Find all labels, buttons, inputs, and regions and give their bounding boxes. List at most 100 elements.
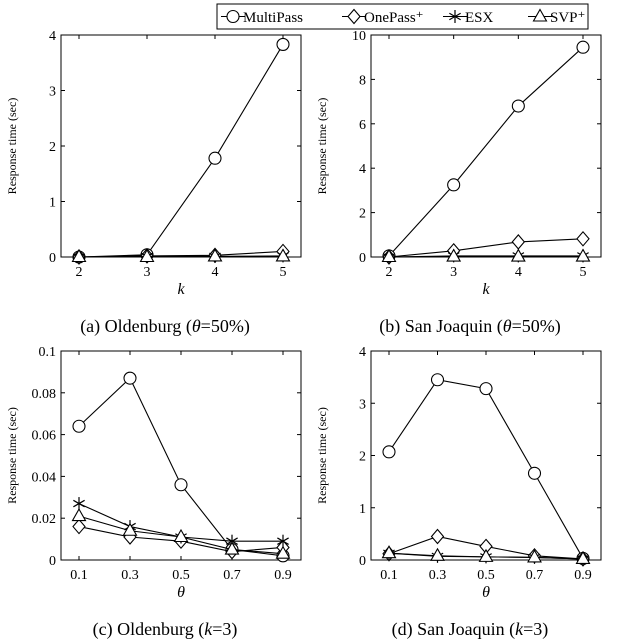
y-tick-label: 0.08	[32, 387, 57, 402]
x-tick-label: 0.3	[121, 568, 139, 583]
y-axis-label: Response time (sec)	[5, 407, 19, 504]
y-tick-label: 0.02	[32, 512, 57, 527]
chart-panel: 0 0.02 0.04 0.06 0.08 0.1 0.1 0.3 0.5 0.7 0.9 θ Resp…	[5, 345, 302, 640]
x-axis-label: k	[177, 281, 185, 298]
data-point	[71, 507, 87, 522]
asterisk-marker-stroke	[449, 12, 461, 21]
data-point	[447, 178, 461, 192]
y-tick-label: 8	[359, 73, 366, 88]
data-point	[446, 248, 462, 262]
y-tick-label: 0.04	[32, 470, 57, 485]
data-point	[224, 541, 240, 555]
caption-suffix: =50%)	[201, 316, 250, 337]
y-tick-label: 4	[359, 162, 366, 177]
x-tick-label: 0.9	[274, 568, 292, 583]
data-point	[479, 382, 493, 396]
series-svp	[381, 545, 591, 565]
data-point	[139, 248, 155, 263]
data-point	[173, 528, 189, 543]
caption-prefix: (c) Oldenburg (	[93, 619, 205, 640]
legend-entry: SVP⁺	[528, 8, 585, 26]
legend-entry: OnePass⁺	[342, 8, 424, 26]
x-tick-label: 4	[212, 265, 219, 280]
series-multipass	[382, 373, 590, 565]
caption-suffix: =3)	[523, 619, 548, 640]
legend-entry: MultiPass	[221, 9, 303, 26]
series-onepass	[72, 243, 290, 265]
data-point	[576, 230, 590, 247]
legend-label: MultiPass	[243, 10, 303, 26]
series-svp	[381, 248, 591, 263]
x-tick-label: 3	[144, 265, 151, 280]
data-point	[71, 248, 87, 263]
x-tick-label: 0.1	[70, 568, 88, 583]
series-svp	[71, 248, 291, 263]
series-multipass	[72, 37, 290, 264]
asterisk-marker	[449, 10, 461, 23]
data-point-stroke	[73, 499, 85, 508]
data-point	[275, 545, 291, 559]
legend-label: OnePass⁺	[364, 10, 424, 26]
x-axis-label: k	[482, 281, 490, 298]
data-point	[382, 445, 396, 459]
data-point-stroke	[277, 537, 289, 545]
legend-box	[216, 3, 589, 30]
y-tick-label: 3	[49, 85, 56, 100]
circle-marker	[226, 9, 240, 24]
data-point	[275, 248, 291, 262]
caption-prefix: (b) San Joaquin (	[379, 316, 502, 337]
x-tick-label: 5	[280, 265, 287, 280]
diamond-marker	[347, 8, 361, 25]
caption-prefix: (d) San Joaquin (	[392, 619, 515, 640]
legend-entry: ESX	[443, 10, 494, 26]
y-axis-label: Response time (sec)	[5, 98, 19, 195]
data-point	[174, 478, 188, 492]
data-point	[576, 40, 590, 54]
chart-panel: 0 2 4 6 8 10 2 3 4 5 k Response time (sec) (b) San J…	[315, 29, 602, 337]
data-point	[527, 549, 542, 563]
x-tick-label: 0.5	[172, 568, 190, 583]
chart-panel: 0 1 2 3 4 0.1 0.3 0.5 0.7 0.9 θ Response time (sec)…	[315, 345, 602, 640]
legend: MultiPass OnePass⁺ ESX SVP⁺	[216, 3, 589, 30]
x-tick-label: 2	[386, 265, 393, 280]
triangle-marker	[532, 8, 548, 22]
y-tick-label: 10	[352, 29, 366, 44]
data-point-stroke	[226, 537, 238, 545]
caption-prefix: (a) Oldenburg (	[80, 316, 192, 337]
data-point	[575, 550, 591, 565]
y-tick-label: 4	[49, 29, 56, 44]
data-point	[73, 497, 85, 511]
data-point	[123, 371, 137, 385]
plot-frame	[60, 350, 302, 561]
x-tick-label: 0.3	[429, 568, 447, 583]
y-tick-label: 2	[49, 140, 56, 155]
series-line	[388, 46, 584, 257]
data-point	[381, 545, 397, 559]
y-axis-label: Response time (sec)	[315, 407, 329, 504]
x-tick-label: 0.1	[380, 568, 398, 583]
panel-caption: (c) Oldenburg (k=3)	[93, 619, 238, 640]
chart-panel: 0 1 2 3 4 2 3 4 5 k Response time (sec) (a) Oldenbu…	[5, 29, 302, 337]
y-tick-label: 6	[359, 118, 366, 133]
y-tick-label: 0	[359, 554, 366, 569]
x-tick-label: 5	[580, 265, 587, 280]
x-tick-label: 0.5	[477, 568, 495, 583]
y-tick-label: 0.06	[32, 429, 57, 444]
y-tick-label: 0	[359, 251, 366, 266]
data-point	[277, 534, 289, 548]
data-point	[510, 248, 526, 262]
x-tick-label: 0.7	[223, 568, 241, 583]
data-point	[122, 522, 138, 536]
y-tick-label: 0	[49, 251, 56, 266]
series-onepass	[382, 230, 590, 265]
y-tick-label: 2	[359, 207, 366, 222]
panel-caption: (b) San Joaquin (θ=50%)	[379, 316, 560, 337]
caption-symbol: k	[515, 619, 524, 639]
x-tick-label: 2	[76, 265, 83, 280]
caption-symbol: θ	[192, 316, 201, 336]
series-svp	[71, 507, 291, 559]
data-point	[430, 528, 445, 545]
data-point	[72, 518, 86, 535]
series-line	[78, 44, 284, 258]
